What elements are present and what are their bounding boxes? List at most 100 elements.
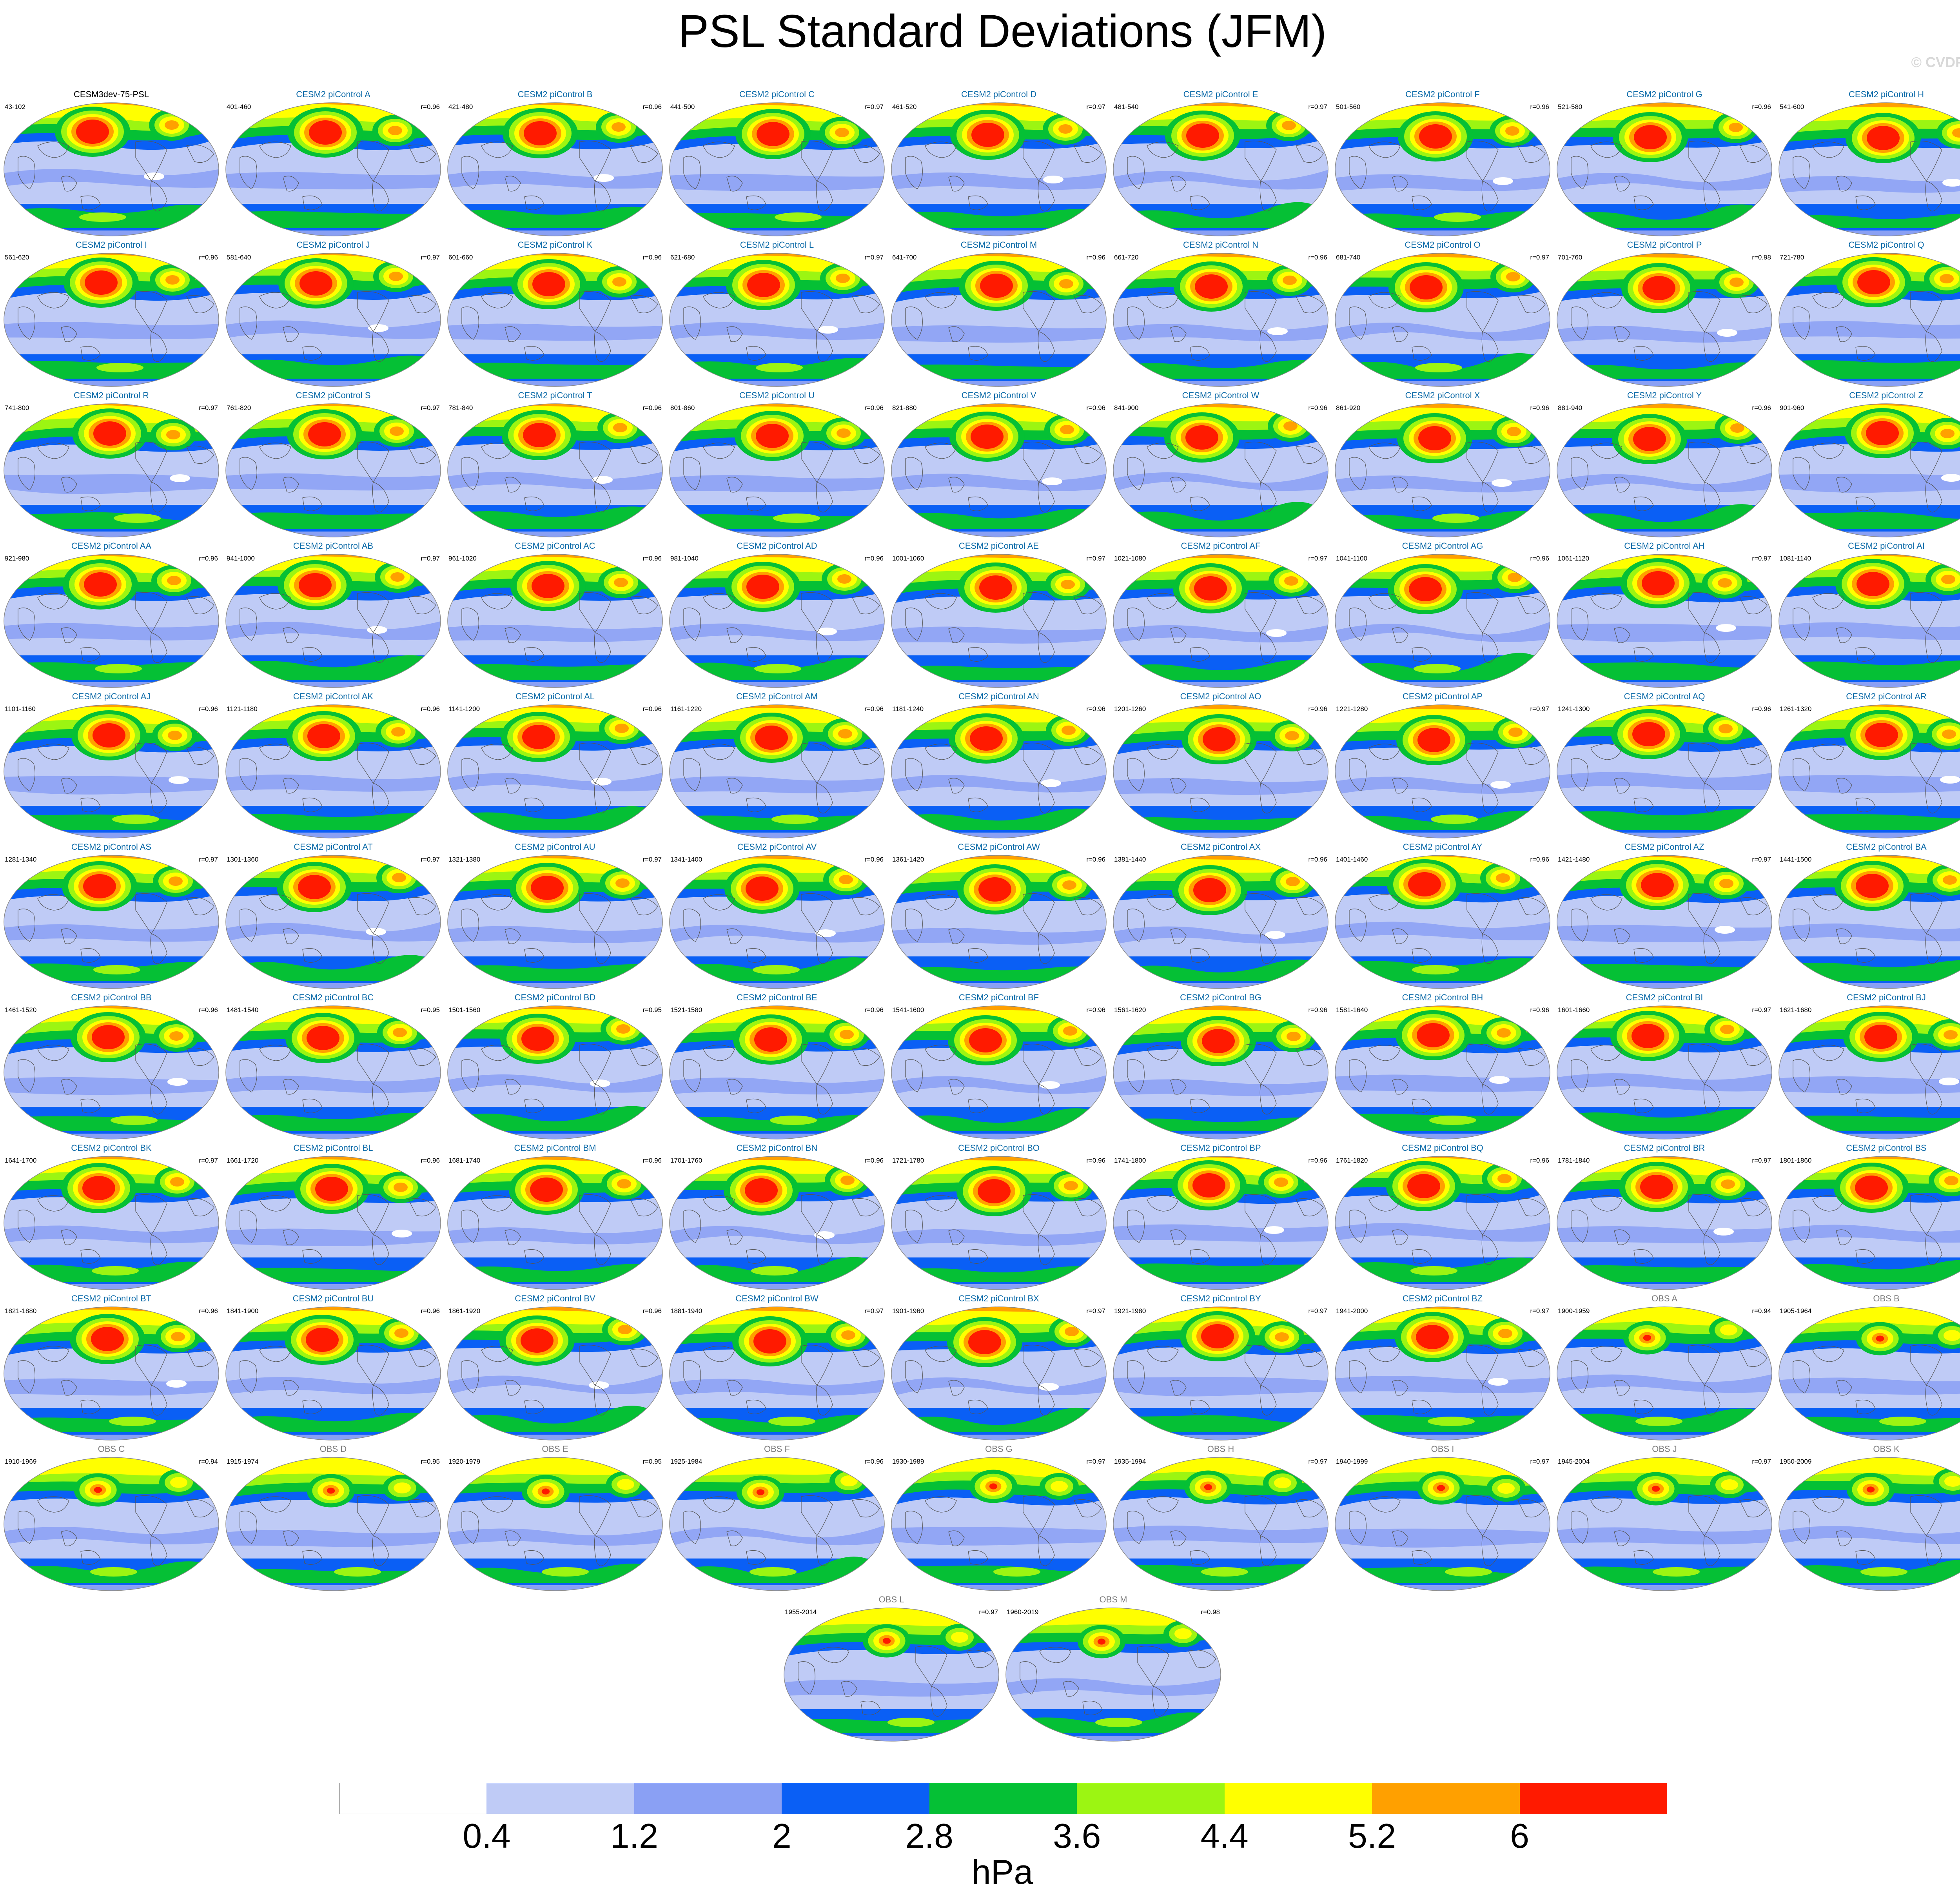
continent-outline-0 (1571, 758, 1588, 791)
panel-correlation: r=0.97 (642, 856, 662, 863)
low-variance-patch (815, 929, 836, 937)
continent-outline-1 (1368, 142, 1401, 158)
continent-outline-2 (283, 928, 299, 944)
panel-years: 1041-1100 (1336, 555, 1368, 562)
map-plot (1335, 704, 1550, 838)
continent-outline-2 (505, 326, 521, 342)
continent-outline-6 (852, 1047, 880, 1066)
continent-outline-2 (61, 326, 77, 342)
continent-outline-0 (240, 608, 257, 641)
continent-outline-1 (1368, 292, 1401, 308)
continent-outline-5 (1481, 1234, 1499, 1265)
southern-band-green (1557, 504, 1772, 529)
panel-years: 1281-1340 (5, 856, 37, 863)
low-variance-patch (1493, 177, 1513, 185)
continent-outline-1 (703, 1045, 735, 1061)
continent-outline-6 (1296, 1198, 1324, 1217)
southern-band-green (448, 506, 662, 529)
panel-years: 1960-2019 (1007, 1608, 1039, 1616)
antarctic-band (4, 1435, 219, 1440)
map-panel: CESM2 piControl BI 1601-1660 r=0.97 (1555, 991, 1773, 1141)
continent-outline-5 (1259, 933, 1277, 964)
atlantic-contour-3 (170, 1177, 184, 1187)
continent-outline-6 (1517, 897, 1546, 916)
map-plot (225, 704, 441, 838)
continent-outline-3 (746, 1249, 766, 1264)
map-plot (4, 1005, 219, 1139)
panel-years: 621-680 (670, 254, 695, 261)
continent-outline-3 (1412, 1550, 1432, 1565)
map-plot (1335, 554, 1550, 688)
antarctic-band (891, 983, 1106, 989)
atlantic-contour-3 (838, 729, 852, 738)
continent-outline-0 (1349, 758, 1367, 791)
map-panel: CESM2 piControl P 701-760 r=0.98 (1555, 238, 1773, 388)
continent-outline-5 (816, 933, 833, 964)
continent-outline-1 (481, 443, 513, 459)
panel-years: 1945-2004 (1558, 1458, 1590, 1465)
aleutian-contour-4 (1416, 1325, 1449, 1349)
panel-title: CESM2 piControl BW (735, 1294, 818, 1303)
continent-outline-4 (1245, 1044, 1277, 1085)
panel-correlation: r=0.96 (864, 1006, 884, 1014)
southern-band-green (1335, 353, 1550, 379)
panel-title: CESM2 piControl BB (71, 992, 152, 1002)
continent-outline-6 (1296, 897, 1324, 916)
map-panel: CESM2 piControl B 421-480 r=0.96 (446, 88, 664, 238)
continent-outline-3 (968, 1399, 988, 1414)
tropical-band (670, 1525, 884, 1547)
southern-patch-lightgreen (96, 363, 143, 372)
panel-title: CESM2 piControl N (1183, 240, 1258, 250)
atlantic-contour-3 (1496, 873, 1510, 883)
continent-outline-6 (1517, 1198, 1546, 1217)
panel-years: 1241-1300 (1558, 705, 1590, 713)
map-plot (891, 102, 1107, 236)
tropical-band (448, 171, 662, 189)
continent-outline-6 (186, 596, 214, 615)
map-plot (1335, 253, 1550, 387)
panel-title: CESM2 piControl K (517, 240, 593, 250)
map-border (891, 554, 1107, 688)
tropical-band (448, 323, 662, 341)
continent-outline-4 (135, 1495, 167, 1537)
continent-outline-4 (1023, 442, 1055, 483)
map-plot (225, 1306, 441, 1441)
tropical-band (226, 1530, 441, 1547)
antarctic-band (1335, 1435, 1550, 1440)
panel-title: CESM2 piControl O (1405, 240, 1481, 250)
continent-outline-0 (683, 608, 701, 641)
continent-outline-3 (968, 346, 988, 361)
panel-years: 1461-1520 (5, 1006, 37, 1014)
map-plot (447, 704, 663, 838)
map-border (1113, 1457, 1328, 1591)
continent-outline-5 (816, 482, 833, 513)
panel-correlation: r=0.96 (1086, 254, 1105, 261)
southern-band-green (226, 813, 441, 830)
antarctic-band (1006, 1736, 1221, 1741)
tropical-band (891, 626, 1106, 644)
continent-outline-5 (1925, 331, 1942, 362)
continent-outline-5 (1925, 1385, 1942, 1416)
continent-outline-1 (37, 142, 69, 158)
continent-outline-1 (925, 1346, 957, 1362)
atlantic-contour-3 (168, 731, 182, 740)
continent-outline-0 (905, 156, 923, 189)
panel-years: 1861-1920 (448, 1307, 481, 1315)
aleutian-contour-4 (971, 425, 1004, 449)
continent-outline-5 (372, 933, 389, 964)
panel-years: 1741-1800 (1114, 1157, 1146, 1164)
southern-patch-lightgreen (112, 815, 159, 824)
continent-outline-4 (1688, 1495, 1720, 1537)
continent-outline-2 (1392, 176, 1408, 192)
map-border (447, 102, 663, 236)
aleutian-contour-4 (1204, 1484, 1212, 1490)
panel-years: 961-1020 (448, 555, 477, 562)
continent-outline-1 (703, 292, 735, 308)
continent-outline-4 (1910, 1495, 1942, 1537)
map-panel: CESM2 piControl AB 941-1000 r=0.97 (224, 539, 442, 689)
map-border (669, 1457, 885, 1591)
atlantic-contour-2 (1944, 1476, 1960, 1487)
continent-outline-3 (1190, 1550, 1210, 1565)
continent-outline-6 (1517, 1348, 1546, 1367)
